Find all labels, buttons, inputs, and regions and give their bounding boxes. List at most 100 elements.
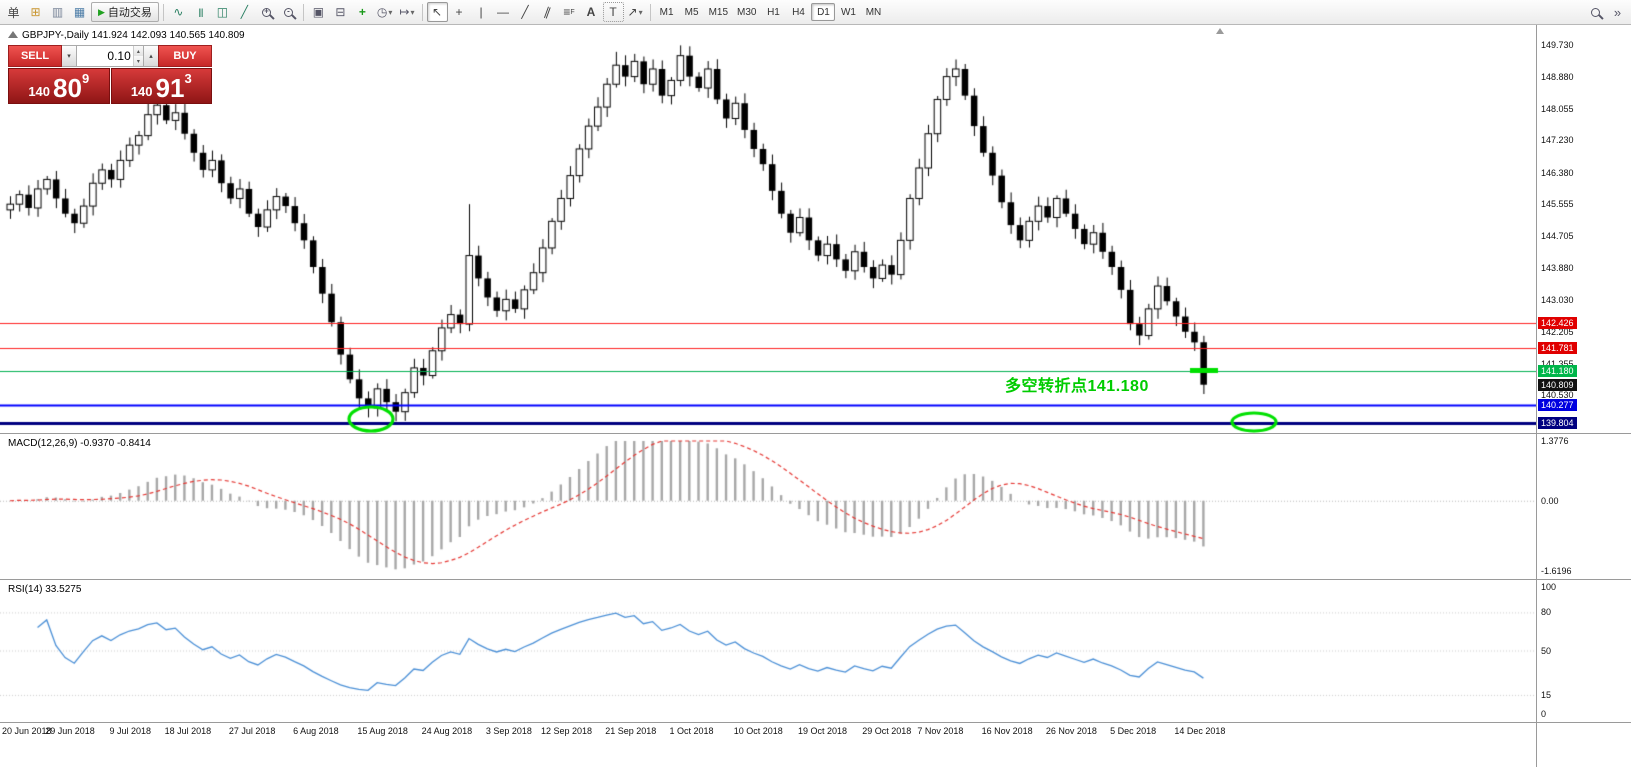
horizontal-line-tool-icon[interactable]: — — [497, 5, 509, 19]
new-order-icon[interactable]: ⊞ — [30, 5, 41, 19]
time-axis-label: 27 Jul 2018 — [228, 726, 276, 736]
macd-indicator-label: MACD(12,26,9) -0.9370 -0.8414 — [8, 438, 151, 449]
toolbar-separator — [649, 3, 651, 21]
fibonacci-tool-icon[interactable]: ≡ F — [563, 5, 575, 19]
arrows-tool-icon[interactable]: ↗ ▾ — [627, 5, 643, 19]
price-level-tag: 139.804 — [1538, 416, 1577, 429]
timeframe-w1[interactable]: W1 — [840, 6, 856, 18]
lot-spinner: ▴ ▾ — [132, 46, 143, 66]
sell-price-main: 140 — [28, 83, 51, 99]
price-axis-label: 143.030 — [1541, 295, 1574, 306]
one-click-collapse-icon[interactable] — [8, 31, 18, 38]
chart-shift-icon[interactable]: ↦ ▾ — [399, 5, 415, 19]
main-chart-canvas[interactable] — [0, 25, 1536, 433]
buy-price-tile[interactable]: 140 91 3 — [110, 68, 212, 104]
rsi-axis-label: 15 — [1541, 689, 1552, 700]
timeframe-m30[interactable]: M30 — [737, 6, 757, 18]
sell-price-big: 80 — [53, 72, 82, 103]
chart-title: GBPJPY-,Daily 141.924 142.093 140.565 14… — [22, 30, 245, 41]
sell-price-tile[interactable]: 140 80 9 — [8, 68, 110, 104]
rsi-indicator-label: RSI(14) 33.5275 — [8, 584, 82, 595]
price-axis-label: 142.205 — [1541, 326, 1574, 337]
macd-axis-label: 0.00 — [1541, 495, 1559, 506]
chevron-down-icon: ▾ — [638, 7, 643, 17]
price-axis-label: 140.530 — [1541, 390, 1574, 401]
time-axis[interactable]: 20 Jun 2018 29 Jun 2018 9 Jul 2018 18 Jul 2… — [0, 723, 1536, 740]
lot-spin-down-icon[interactable]: ▾ — [133, 56, 143, 66]
buy-button[interactable]: BUY — [158, 45, 212, 67]
price-level-tag: 140.809 — [1538, 378, 1577, 391]
price-axis-label: 147.230 — [1541, 135, 1574, 146]
one-click-trading-panel: SELL ▾ ▴ ▾ ▴ BUY 140 80 9 140 91 3 — [8, 45, 212, 104]
time-axis-label: 24 Aug 2018 — [421, 726, 473, 736]
timeframe-mn[interactable]: MN — [865, 6, 882, 18]
time-axis-label: 16 Nov 2018 — [981, 726, 1033, 736]
price-axis[interactable]: 149.730 148.880 148.055 147.230 146.380 145.5… — [1536, 25, 1631, 767]
time-axis-label: 29 Oct 2018 — [862, 726, 912, 736]
new-chart-icon[interactable]: + — [358, 5, 366, 19]
time-axis-label: 19 Oct 2018 — [798, 726, 848, 736]
price-axis-label: 146.380 — [1541, 167, 1574, 178]
cycles-icon[interactable]: ◷ ▾ — [376, 5, 393, 19]
macd-axis-label: -1.6196 — [1541, 566, 1572, 576]
cursor-tool-icon[interactable]: ↖ — [426, 2, 448, 22]
chart-shift-marker-icon[interactable] — [1216, 28, 1224, 34]
lot-increase-button[interactable]: ▴ — [144, 45, 158, 67]
time-axis-label: 7 Nov 2018 — [917, 726, 964, 736]
time-axis-label: 5 Dec 2018 — [1110, 726, 1157, 736]
profiles-icon[interactable]: ▥ — [51, 5, 64, 19]
trendline-tool-icon[interactable]: ╱ — [521, 5, 529, 19]
time-axis-label: 14 Dec 2018 — [1174, 726, 1226, 736]
text-tool-icon[interactable]: A — [586, 5, 596, 19]
macd-axis-label: 1.3776 — [1541, 436, 1569, 446]
time-axis-label: 29 Jun 2018 — [45, 726, 95, 736]
ohlc-bars-icon[interactable]: ||| — [198, 7, 203, 17]
price-axis-label: 145.555 — [1541, 198, 1574, 209]
lot-spin-up-icon[interactable]: ▴ — [133, 46, 143, 56]
timeframe-h1[interactable]: H1 — [767, 6, 780, 18]
rsi-panel-canvas[interactable] — [0, 580, 1536, 721]
pivot-annotation-text: 多空转折点141.180 — [1005, 378, 1149, 395]
time-axis-label: 10 Oct 2018 — [733, 726, 783, 736]
time-axis-label: 15 Aug 2018 — [357, 726, 408, 736]
tile-windows-icon[interactable]: ▣ — [312, 5, 325, 19]
zoom-in-icon[interactable]: + — [256, 2, 277, 22]
toolbar-overflow-icon[interactable]: » — [1613, 4, 1622, 20]
timeframe-m1[interactable]: M1 — [659, 6, 674, 18]
timeframe-m15[interactable]: M15 — [708, 6, 729, 18]
rsi-panel-separator[interactable] — [0, 579, 1631, 580]
search-icon[interactable] — [1585, 2, 1606, 22]
tick-chart-icon[interactable]: ∿ — [173, 5, 184, 19]
timeframe-h4[interactable]: H4 — [792, 6, 805, 18]
time-axis-label: 3 Sep 2018 — [485, 726, 532, 736]
time-axis-label: 1 Oct 2018 — [669, 726, 714, 736]
candlestick-chart-icon[interactable]: ◫ — [216, 5, 229, 19]
line-chart-icon[interactable]: ╱ — [240, 5, 249, 19]
lot-decrease-button[interactable]: ▾ — [62, 45, 76, 67]
lot-size-input[interactable] — [77, 46, 133, 66]
buy-price-big: 91 — [155, 72, 185, 103]
channel-tool-icon[interactable]: ∥ — [541, 4, 553, 20]
sell-price-pip: 9 — [81, 71, 90, 86]
play-icon: ▶ — [98, 6, 105, 17]
cascade-windows-icon[interactable]: ⊟ — [335, 5, 346, 19]
orders-label[interactable]: 单 — [7, 5, 20, 20]
market-watch-icon[interactable]: ▦ — [73, 5, 86, 19]
label-tool-icon[interactable]: T — [602, 2, 624, 22]
sell-button[interactable]: SELL — [8, 45, 62, 67]
auto-trading-button[interactable]: ▶ 自动交易 — [91, 2, 159, 22]
trade-panel-controls: SELL ▾ ▴ ▾ ▴ BUY — [8, 45, 212, 67]
macd-panel-canvas[interactable] — [0, 434, 1536, 578]
toolbar-separator — [162, 3, 164, 21]
timeframe-d1[interactable]: D1 — [811, 3, 836, 21]
trade-panel-prices: 140 80 9 140 91 3 — [8, 68, 212, 104]
crosshair-tool-icon[interactable]: + — [455, 5, 463, 19]
price-axis-label: 148.055 — [1541, 103, 1574, 114]
macd-panel-separator[interactable] — [0, 433, 1631, 434]
zoom-out-icon[interactable]: - — [278, 2, 299, 22]
price-level-tag: 140.277 — [1538, 398, 1577, 411]
timeframe-m5[interactable]: M5 — [684, 6, 699, 18]
vertical-line-tool-icon[interactable]: | — [479, 5, 483, 19]
buy-price-main: 140 — [130, 83, 153, 99]
